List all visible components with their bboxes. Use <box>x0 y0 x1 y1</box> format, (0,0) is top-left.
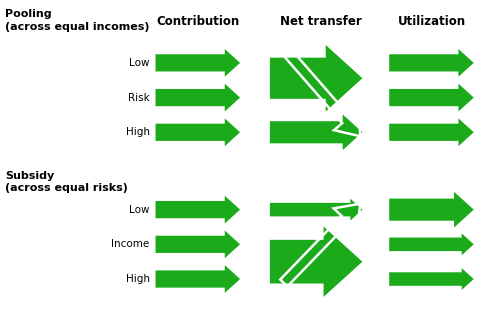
Polygon shape <box>270 199 362 220</box>
Text: Pooling
(across equal incomes): Pooling (across equal incomes) <box>6 9 150 32</box>
Polygon shape <box>156 230 240 258</box>
Text: Utilization: Utilization <box>398 15 466 28</box>
Polygon shape <box>389 84 474 112</box>
Polygon shape <box>389 49 474 77</box>
Polygon shape <box>389 118 474 146</box>
Text: Low: Low <box>129 205 150 214</box>
Polygon shape <box>156 84 240 112</box>
Polygon shape <box>156 49 240 77</box>
Text: Subsidy
(across equal risks): Subsidy (across equal risks) <box>6 171 128 193</box>
Polygon shape <box>270 115 362 150</box>
Text: High: High <box>126 127 150 137</box>
Polygon shape <box>270 226 362 297</box>
Text: Net transfer: Net transfer <box>280 15 361 28</box>
Polygon shape <box>389 268 474 290</box>
Text: Low: Low <box>129 58 150 68</box>
Polygon shape <box>270 45 362 112</box>
Polygon shape <box>389 233 474 255</box>
Text: Risk: Risk <box>128 93 150 103</box>
Polygon shape <box>156 118 240 146</box>
Text: High: High <box>126 274 150 284</box>
Polygon shape <box>156 196 240 223</box>
Text: Contribution: Contribution <box>156 15 240 28</box>
Polygon shape <box>389 192 474 227</box>
Polygon shape <box>156 265 240 293</box>
Text: Income: Income <box>112 239 150 249</box>
